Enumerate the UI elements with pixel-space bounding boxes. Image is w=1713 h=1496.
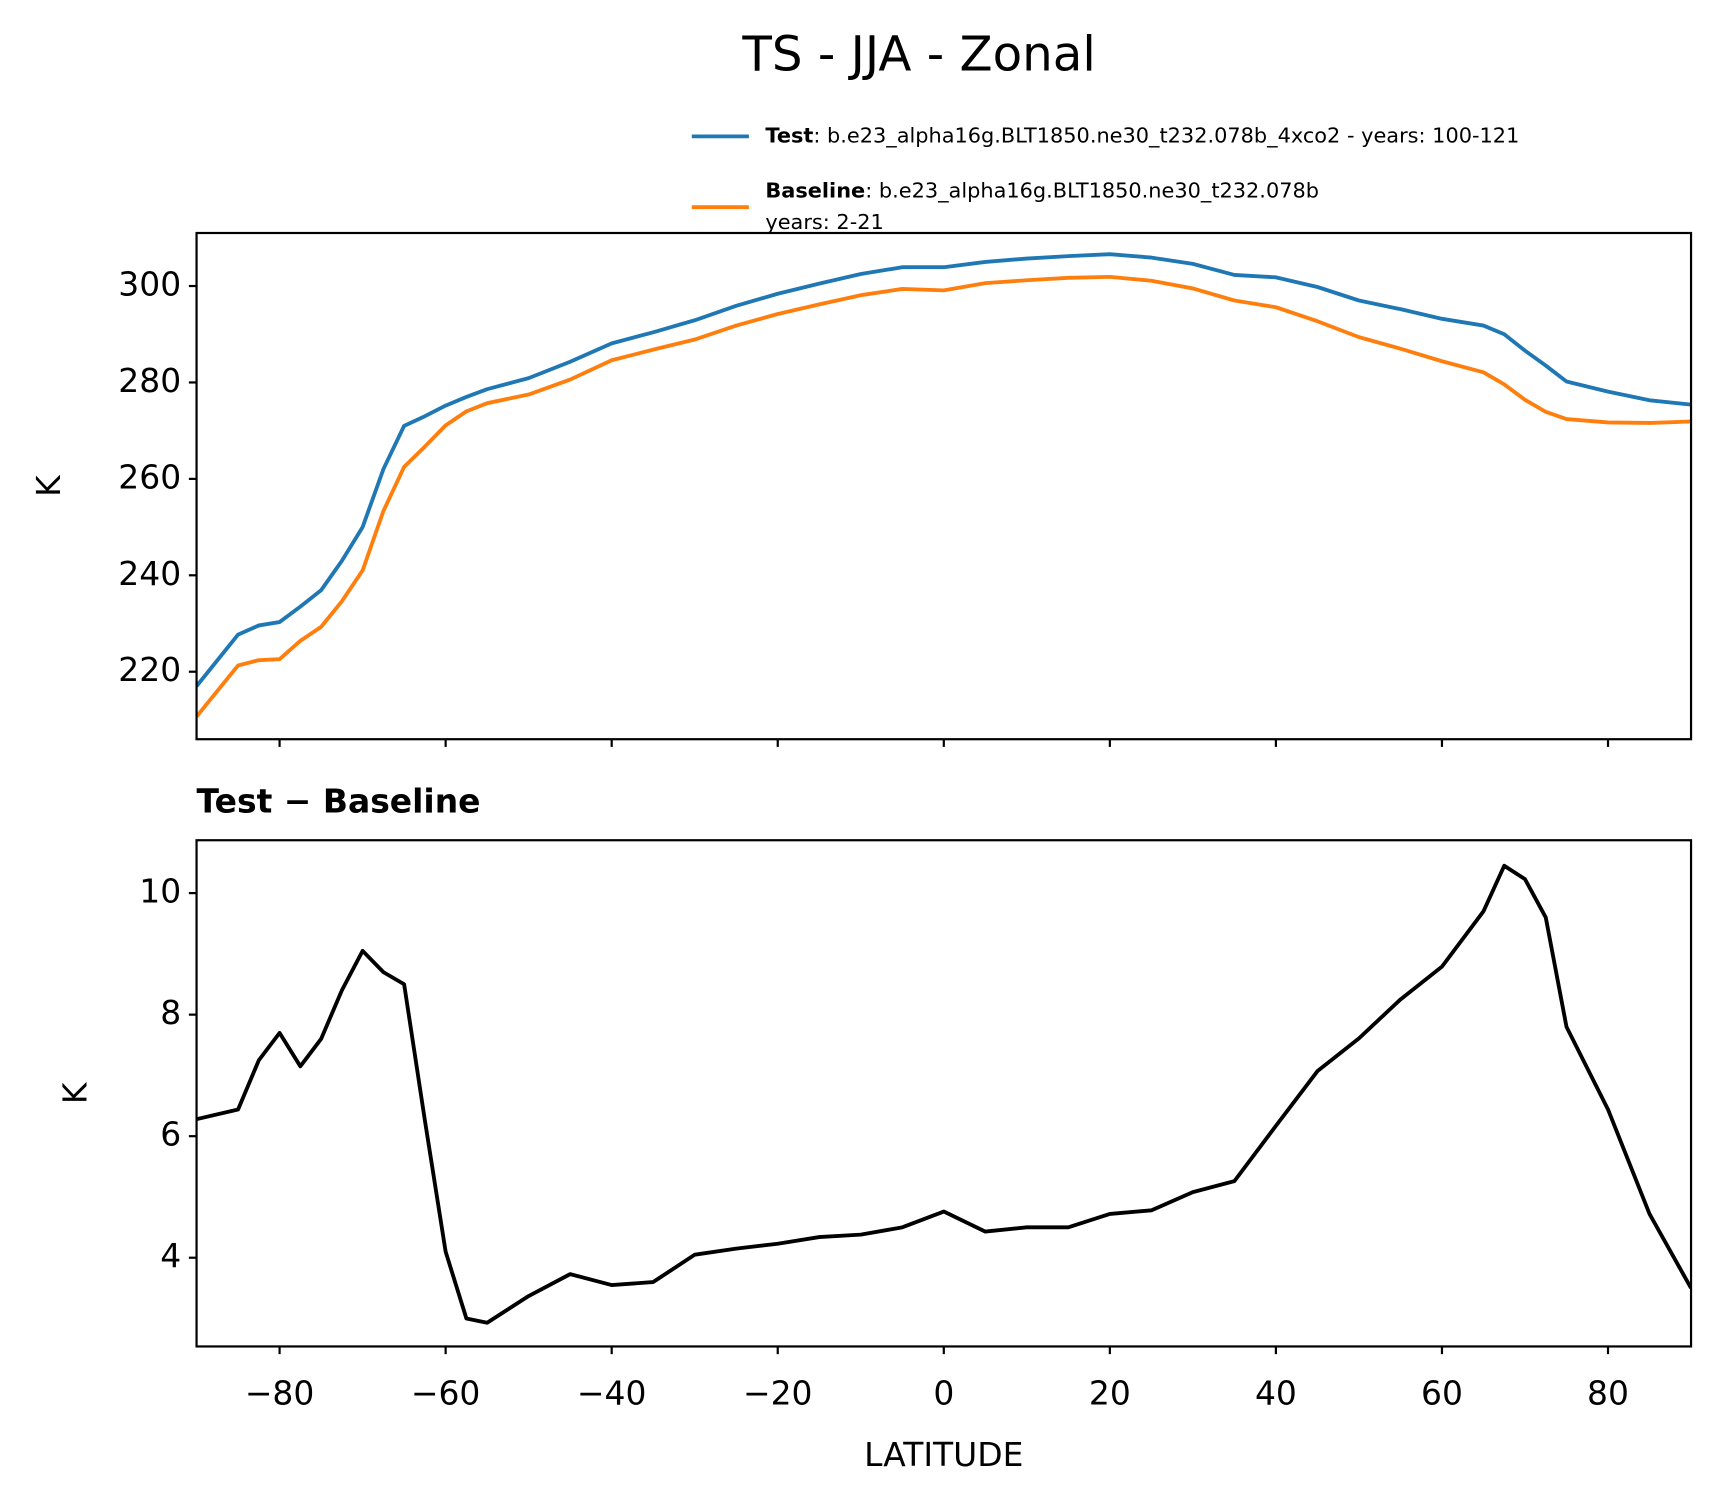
x-tick-label: −40 [577, 1373, 647, 1412]
y-axis-label: K [55, 1081, 94, 1104]
legend-name: Baseline [765, 178, 865, 202]
y-tick-label: 260 [118, 457, 181, 496]
legend-name: Test [765, 123, 813, 147]
figure-title: TS - JJA - Zonal [741, 26, 1095, 82]
legend-description: : b.e23_alpha16g.BLT1850.ne30_t232.078b_… [813, 123, 1519, 148]
subplot-title: Test − Baseline [197, 781, 481, 820]
y-tick-label: 8 [160, 993, 181, 1032]
plot-frame [195, 839, 1693, 1348]
legend-entry: Baseline: b.e23_alpha16g.BLT1850.ne30_t2… [765, 178, 1319, 203]
y-tick-label: 4 [160, 1236, 181, 1275]
series-line [196, 863, 1692, 1325]
y-tick-label: 6 [160, 1115, 181, 1154]
plot-frame [195, 231, 1693, 741]
x-tick-label: 20 [1089, 1373, 1131, 1412]
series-line [196, 252, 1692, 688]
x-tick-label: 40 [1255, 1373, 1297, 1412]
x-tick-label: −60 [411, 1373, 481, 1412]
x-axis-label: LATITUDE [864, 1435, 1023, 1474]
x-tick-label: 60 [1421, 1373, 1463, 1412]
x-tick-label: −20 [743, 1373, 813, 1412]
legend-entry: Test: b.e23_alpha16g.BLT1850.ne30_t232.0… [765, 123, 1519, 148]
y-tick-label: 280 [118, 361, 181, 400]
y-tick-label: 10 [139, 872, 181, 911]
y-tick-label: 300 [118, 265, 181, 304]
y-tick-label: 240 [118, 554, 181, 593]
y-tick-label: 220 [118, 650, 181, 689]
legend-description: years: 2-21 [765, 210, 883, 234]
x-tick-label: −80 [245, 1373, 315, 1412]
x-tick-label: 80 [1587, 1373, 1629, 1412]
y-axis-label: K [29, 474, 68, 497]
series-line [196, 274, 1692, 718]
legend-description: : b.e23_alpha16g.BLT1850.ne30_t232.078b [865, 178, 1319, 203]
x-tick-label: 0 [933, 1373, 954, 1412]
